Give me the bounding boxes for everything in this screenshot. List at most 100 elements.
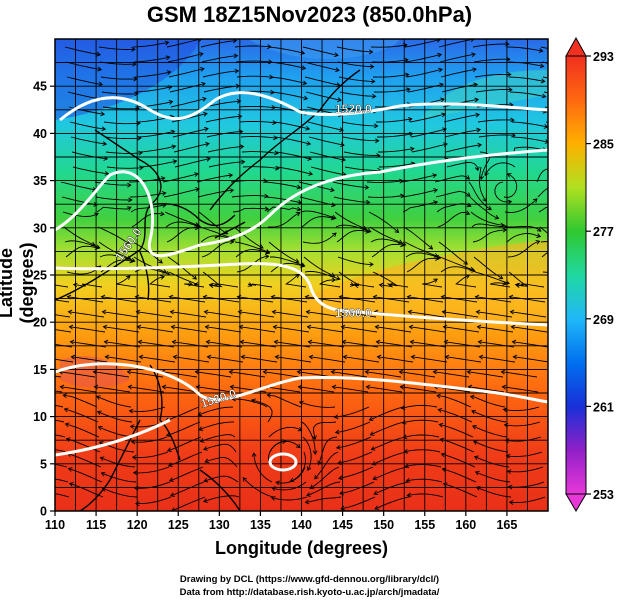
streamline [476, 486, 512, 498]
streamline [405, 464, 442, 468]
streamline-arrow [127, 182, 132, 188]
streamline [401, 189, 438, 198]
streamline-arrow [165, 55, 171, 61]
streamline [96, 395, 132, 408]
streamline-arrow [204, 324, 210, 330]
streamline [205, 326, 242, 333]
streamline-arrow [473, 455, 479, 461]
streamline [309, 356, 346, 363]
streamline-arrow [487, 205, 492, 211]
streamline-arrow [369, 431, 375, 436]
streamline-arrow [540, 78, 546, 84]
streamline [333, 196, 370, 203]
streamline [232, 207, 269, 213]
streamline-arrow [40, 283, 44, 287]
streamline [198, 406, 234, 416]
contour-1520-south [55, 362, 548, 404]
streamline-arrow [172, 159, 178, 165]
colorbar-tick-label: 253 [593, 488, 614, 502]
streamline-arrow [306, 466, 312, 472]
streamline-arrow [101, 309, 107, 315]
contour-1560-south [55, 262, 548, 327]
streamline [409, 326, 446, 333]
streamline-arrow [170, 324, 176, 330]
streamline [204, 475, 239, 483]
streamline-arrow [295, 211, 301, 217]
streamline [369, 226, 403, 244]
streamline [101, 296, 138, 303]
streamline-arrow [398, 239, 404, 245]
streamline [64, 408, 99, 423]
streamline-arrow [304, 499, 310, 505]
streamline-arrow [29, 433, 33, 437]
streamline [473, 440, 509, 453]
streamline-arrow [432, 369, 438, 375]
streamline-arrow [501, 384, 507, 390]
streamline [435, 190, 471, 198]
streamline-arrow [371, 460, 377, 466]
streamline-arrow [139, 165, 144, 171]
streamline [172, 128, 209, 138]
streamline-arrow [539, 63, 545, 69]
streamline-arrow [67, 309, 73, 315]
streamline [540, 241, 548, 243]
streamline-arrow [234, 68, 240, 74]
x-axis-ticks: 110 115 120 125 130 135 140 145 150 155 160 165 [45, 511, 517, 532]
streamline-arrow [138, 150, 143, 156]
streamline-arrow [132, 470, 138, 476]
streamline [371, 59, 408, 63]
streamline-arrow [96, 410, 102, 416]
streamline-arrow [296, 184, 302, 190]
streamline-arrow [436, 393, 441, 399]
streamline [374, 496, 410, 510]
streamline [173, 143, 210, 153]
streamline-arrow [67, 467, 73, 472]
streamline-arrow [160, 274, 165, 280]
streamline-arrow [166, 70, 172, 76]
streamline [204, 100, 241, 108]
streamline-arrow [532, 198, 538, 203]
streamline-arrow [469, 266, 475, 272]
streamline [405, 252, 441, 259]
streamline-arrow [330, 369, 336, 375]
streamline-arrow [36, 340, 40, 344]
streamline-arrow [349, 282, 355, 287]
streamline [408, 311, 445, 318]
streamline-arrow [404, 72, 410, 78]
streamline-arrow [502, 227, 508, 233]
streamline [101, 91, 138, 95]
streamline [96, 206, 132, 213]
streamline-arrow [536, 227, 542, 232]
streamline-arrow [469, 394, 475, 400]
streamline [404, 449, 441, 453]
streamline [64, 46, 101, 56]
streamline-arrow [476, 127, 482, 133]
streamline [166, 421, 201, 437]
streamline-arrow [237, 309, 243, 315]
streamline-arrow [102, 324, 108, 330]
streamline [442, 311, 479, 318]
streamline-arrow [63, 407, 69, 413]
streamline [406, 478, 443, 483]
streamline-arrow [28, 419, 32, 423]
streamline-arrow [472, 67, 477, 73]
streamline-arrow [240, 159, 246, 165]
streamline-arrow [31, 462, 35, 466]
streamline-arrow [371, 93, 377, 99]
streamline-arrow [131, 454, 137, 460]
streamline-arrow [170, 492, 175, 497]
streamline [511, 326, 548, 333]
streamline [135, 296, 172, 303]
streamline [411, 356, 448, 363]
streamline [438, 409, 473, 423]
streamline-arrow [102, 141, 108, 147]
streamline [167, 53, 204, 63]
streamline-arrow [228, 172, 234, 178]
streamline [171, 496, 206, 511]
streamline [70, 136, 107, 145]
streamline [400, 174, 437, 183]
streamline [368, 211, 399, 233]
streamline [403, 434, 440, 438]
streamline [197, 189, 234, 198]
streamline-arrow [242, 477, 248, 482]
